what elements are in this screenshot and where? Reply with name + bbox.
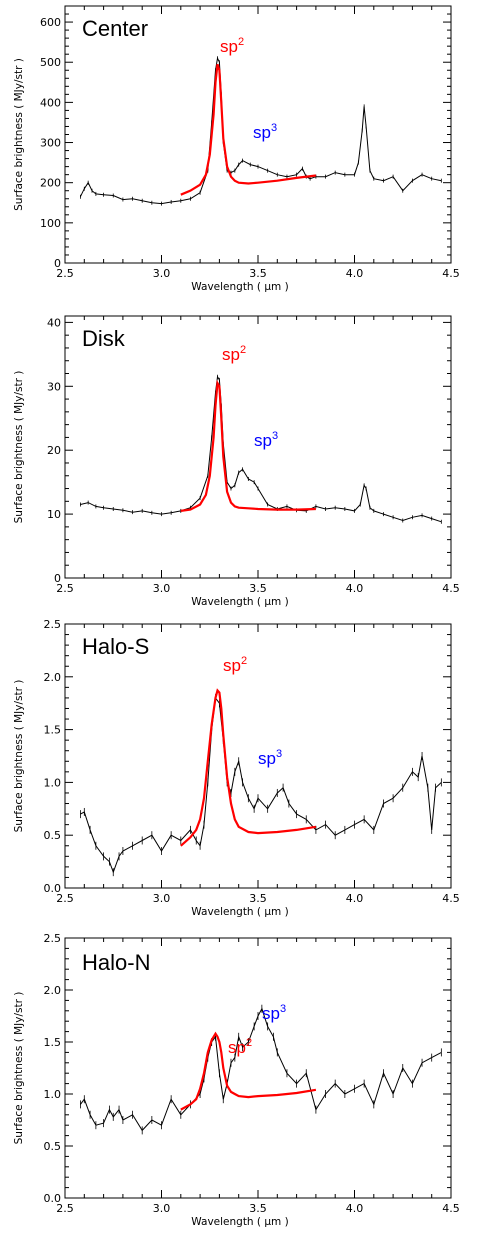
- sp2-label-sup: 2: [241, 655, 247, 667]
- x-tick-label: 4.0: [346, 892, 364, 905]
- x-tick-label: 4.0: [346, 267, 364, 280]
- x-tick-label: 2.5: [56, 582, 74, 595]
- sp3-label: sp3: [258, 748, 282, 768]
- y-tick-label: 30: [47, 380, 61, 393]
- panel-title: Disk: [82, 326, 126, 351]
- x-tick-label: 3.5: [249, 582, 267, 595]
- x-tick-label: 3.0: [153, 582, 171, 595]
- y-tick-label: 1.0: [44, 1088, 62, 1101]
- sp2-label-base: sp: [222, 345, 240, 364]
- sp3-label-sup: 3: [276, 748, 282, 760]
- panel-1: 2.5 3.0 3.5 4.0 4.5 0 100 200 300 400 500 600 Wavele…: [13, 5, 460, 293]
- y-tick-label: 600: [40, 16, 61, 29]
- panel-title: Halo-S: [82, 634, 149, 659]
- sp3-label-sup: 3: [272, 430, 278, 442]
- y-axis-label: Surface brightness ( MJy/str ): [13, 58, 25, 211]
- y-tick-label: 1.5: [44, 724, 62, 737]
- sp3-label-sup: 3: [271, 122, 277, 134]
- panel-4: 2.5 3.0 3.5 4.0 4.5 0.0 0.5 1.0 1.5 2.0 2.5 Wavelen…: [13, 932, 460, 1228]
- x-tick-label: 4.5: [442, 267, 460, 280]
- x-tick-label: 2.5: [56, 1202, 74, 1215]
- panel-title: Center: [82, 16, 148, 41]
- y-tick-label: 0: [54, 572, 61, 585]
- panel-3: 2.5 3.0 3.5 4.0 4.5 0.0 0.5 1.0 1.5 2.0 2.5 Wavelen…: [13, 618, 460, 918]
- y-tick-label: 500: [40, 56, 61, 69]
- x-tick-label: 3.0: [153, 267, 171, 280]
- sp2-fit-line: [180, 379, 316, 512]
- y-tick-label: 0.5: [44, 829, 62, 842]
- panels: 2.5 3.0 3.5 4.0 4.50100200300400500600Wavele…: [13, 5, 460, 1228]
- y-axis-label: Surface brightness ( MJy/str ): [13, 371, 25, 524]
- y-tick-label: 300: [40, 137, 61, 150]
- sp3-label-base: sp: [262, 1004, 280, 1023]
- sp3-label: sp3: [253, 122, 277, 142]
- x-tick-label: 4.5: [442, 1202, 460, 1215]
- y-tick-label: 200: [40, 177, 61, 190]
- x-axis-label: Wavelength ( μm ): [191, 281, 288, 293]
- sp3-label: sp3: [254, 430, 278, 450]
- sp3-label: sp3: [262, 1003, 286, 1023]
- sp2-label-sup: 2: [246, 1037, 252, 1049]
- sp3-label-base: sp: [258, 749, 276, 768]
- data-line: [80, 1007, 442, 1132]
- x-axis-label: Wavelength ( μm ): [191, 906, 288, 918]
- sp2-label: sp2: [223, 655, 247, 675]
- y-tick-label: 40: [47, 316, 61, 329]
- y-tick-label: 100: [40, 217, 61, 230]
- x-tick-label: 4.0: [346, 582, 364, 595]
- x-tick-label: 4.5: [442, 892, 460, 905]
- x-tick-label: 3.5: [249, 267, 267, 280]
- sp2-label-sup: 2: [240, 344, 246, 356]
- plot-frame: [64, 937, 452, 1199]
- sp2-label-base: sp: [223, 656, 241, 675]
- x-tick-label: 4.5: [442, 582, 460, 595]
- y-tick-label: 0.0: [44, 882, 62, 895]
- panel-title: Halo-N: [82, 950, 150, 975]
- y-tick-label: 1.5: [44, 1036, 62, 1049]
- y-tick-label: 0.0: [44, 1192, 62, 1205]
- sp3-label-base: sp: [253, 123, 271, 142]
- data-line: [80, 696, 442, 874]
- sp3-label-sup: 3: [280, 1003, 286, 1015]
- sp2-fit-line: [180, 1031, 317, 1111]
- sp2-fit-line: [180, 688, 317, 847]
- sp2-fit-line: [180, 63, 317, 196]
- x-tick-label: 2.5: [56, 267, 74, 280]
- y-tick-label: 0.5: [44, 1140, 62, 1153]
- y-tick-label: 400: [40, 96, 61, 109]
- x-tick-label: 4.0: [346, 1202, 364, 1215]
- x-axis-label: Wavelength ( μm ): [191, 1216, 288, 1228]
- sp2-label: sp2: [220, 36, 244, 56]
- x-tick-label: 3.5: [249, 1202, 267, 1215]
- x-axis-label: Wavelength ( μm ): [191, 596, 288, 608]
- x-tick-label: 2.5: [56, 892, 74, 905]
- x-tick-label: 3.0: [153, 892, 171, 905]
- y-tick-label: 1.0: [44, 776, 62, 789]
- y-axis-label: Surface brightness ( MJy/str ): [13, 992, 25, 1145]
- y-tick-label: 2.0: [44, 671, 62, 684]
- y-tick-label: 2.5: [44, 618, 62, 631]
- y-tick-label: 20: [47, 444, 61, 457]
- x-tick-label: 3.5: [249, 892, 267, 905]
- y-tick-label: 0: [54, 257, 61, 270]
- sp2-label: sp2: [222, 344, 246, 364]
- y-axis-label: Surface brightness ( MJy/str ): [13, 680, 25, 833]
- panel-2: 2.5 3.0 3.5 4.0 4.5 0 10 20 30 40 Wavelength ( μm …: [13, 315, 460, 608]
- y-tick-label: 2.0: [44, 984, 62, 997]
- sp2-label-base: sp: [220, 37, 238, 56]
- sp2-label-sup: 2: [238, 36, 244, 48]
- sp3-label-base: sp: [254, 431, 272, 450]
- x-tick-label: 3.0: [153, 1202, 171, 1215]
- y-tick-label: 2.5: [44, 932, 62, 945]
- sp2-label: sp2: [228, 1037, 252, 1057]
- y-tick-label: 10: [47, 508, 61, 521]
- sp2-label-base: sp: [228, 1038, 246, 1057]
